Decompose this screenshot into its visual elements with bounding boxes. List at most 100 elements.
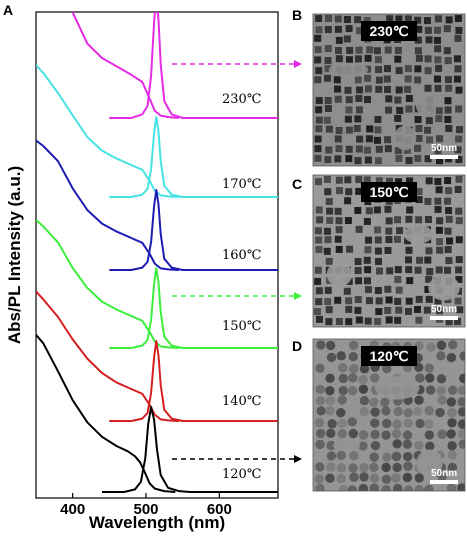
nanosphere	[382, 418, 392, 429]
nanocube	[385, 236, 393, 244]
nanocube	[324, 97, 332, 105]
nanocube	[355, 94, 363, 102]
nanocube	[334, 235, 342, 243]
nanocube	[394, 297, 402, 305]
nanocube	[434, 45, 442, 53]
nanocube	[315, 298, 323, 306]
nanocube	[323, 247, 331, 255]
nanosphere	[446, 397, 457, 407]
nanocube	[314, 154, 322, 162]
nanocube	[395, 178, 403, 186]
series-line-pl-3	[109, 267, 278, 349]
nanocube	[334, 296, 342, 304]
tem-temperature-text: 120℃	[369, 348, 408, 364]
nanocube	[324, 298, 332, 306]
nanosphere	[369, 483, 379, 491]
nanocube	[434, 26, 442, 34]
nanocube	[345, 106, 353, 114]
nanocube	[435, 186, 443, 194]
nanocube	[395, 86, 403, 94]
tem-overlays: 230℃ 50nm 150℃ 50nm 120℃ 50nm	[312, 13, 466, 492]
series-line-abs-3	[36, 219, 180, 349]
nanocube	[414, 47, 422, 55]
nanocube	[364, 266, 372, 274]
nanocube	[363, 277, 371, 285]
nanocube	[435, 115, 443, 123]
tem-image-120	[313, 339, 465, 491]
curve-label: 230℃	[222, 92, 261, 107]
nanosphere	[403, 408, 413, 418]
nanocube	[426, 268, 434, 276]
nanocube	[364, 156, 372, 164]
nanocube	[445, 84, 453, 92]
nanosphere	[358, 441, 368, 451]
nanocube	[435, 307, 443, 315]
nanosphere	[315, 483, 325, 491]
nanocube	[414, 144, 422, 152]
nanosphere	[403, 461, 413, 472]
nanocube	[434, 15, 442, 23]
nanocube	[375, 145, 383, 153]
tem-frame	[312, 338, 466, 492]
nanocube	[324, 57, 332, 65]
nanocube	[396, 106, 404, 114]
nanosphere	[338, 485, 348, 491]
arrow-head	[294, 60, 302, 68]
nanocube	[394, 276, 402, 284]
nanocube	[404, 237, 412, 245]
nanocube	[335, 55, 343, 63]
nanocube	[374, 126, 382, 134]
nanocube	[415, 188, 423, 196]
x-tick-label: 500	[133, 501, 158, 518]
nanocube	[325, 146, 333, 154]
nanocube	[455, 26, 463, 34]
nanocube	[415, 54, 423, 62]
nanocube	[406, 277, 414, 285]
curve-label: 150℃	[222, 319, 261, 334]
nanocube	[394, 266, 402, 274]
nanosphere	[369, 473, 380, 483]
nanosphere	[358, 384, 369, 394]
nanosphere	[381, 430, 391, 440]
scale-bar-label: 50nm	[431, 304, 457, 315]
nanocube	[455, 276, 463, 284]
substrate-gap	[428, 275, 460, 301]
nanosphere	[325, 396, 336, 406]
nanocube	[363, 176, 371, 184]
nanosphere	[426, 342, 436, 352]
nanosphere	[325, 373, 335, 384]
nanosphere	[347, 417, 357, 427]
nanocube	[434, 147, 442, 155]
nanocube	[375, 76, 383, 84]
nanocube	[334, 95, 342, 103]
nanosphere	[457, 385, 465, 395]
nanocube	[375, 177, 383, 185]
nanocube	[384, 136, 392, 144]
nanosphere	[457, 397, 465, 407]
nanosphere	[338, 373, 348, 384]
nanosphere	[425, 385, 436, 395]
nanosphere	[424, 363, 434, 373]
nanocube	[364, 317, 372, 325]
nanocube	[414, 116, 422, 124]
nanosphere	[326, 428, 336, 439]
nanocube	[324, 104, 332, 112]
nanocube	[363, 17, 371, 25]
nanocube	[435, 64, 443, 72]
nanocube	[315, 125, 323, 133]
nanosphere	[370, 407, 380, 417]
nanocube	[354, 206, 362, 214]
nanocube	[434, 178, 442, 186]
nanocube	[414, 36, 422, 44]
nanosphere	[336, 473, 346, 484]
nanocube	[454, 318, 462, 326]
nanocube	[325, 257, 333, 265]
nanocube	[433, 36, 441, 44]
nanosphere	[425, 373, 435, 383]
nanocube	[446, 237, 454, 245]
nanocube	[444, 106, 452, 114]
nanocube	[444, 227, 452, 235]
nanocube	[354, 115, 362, 123]
nanosphere	[392, 462, 402, 473]
